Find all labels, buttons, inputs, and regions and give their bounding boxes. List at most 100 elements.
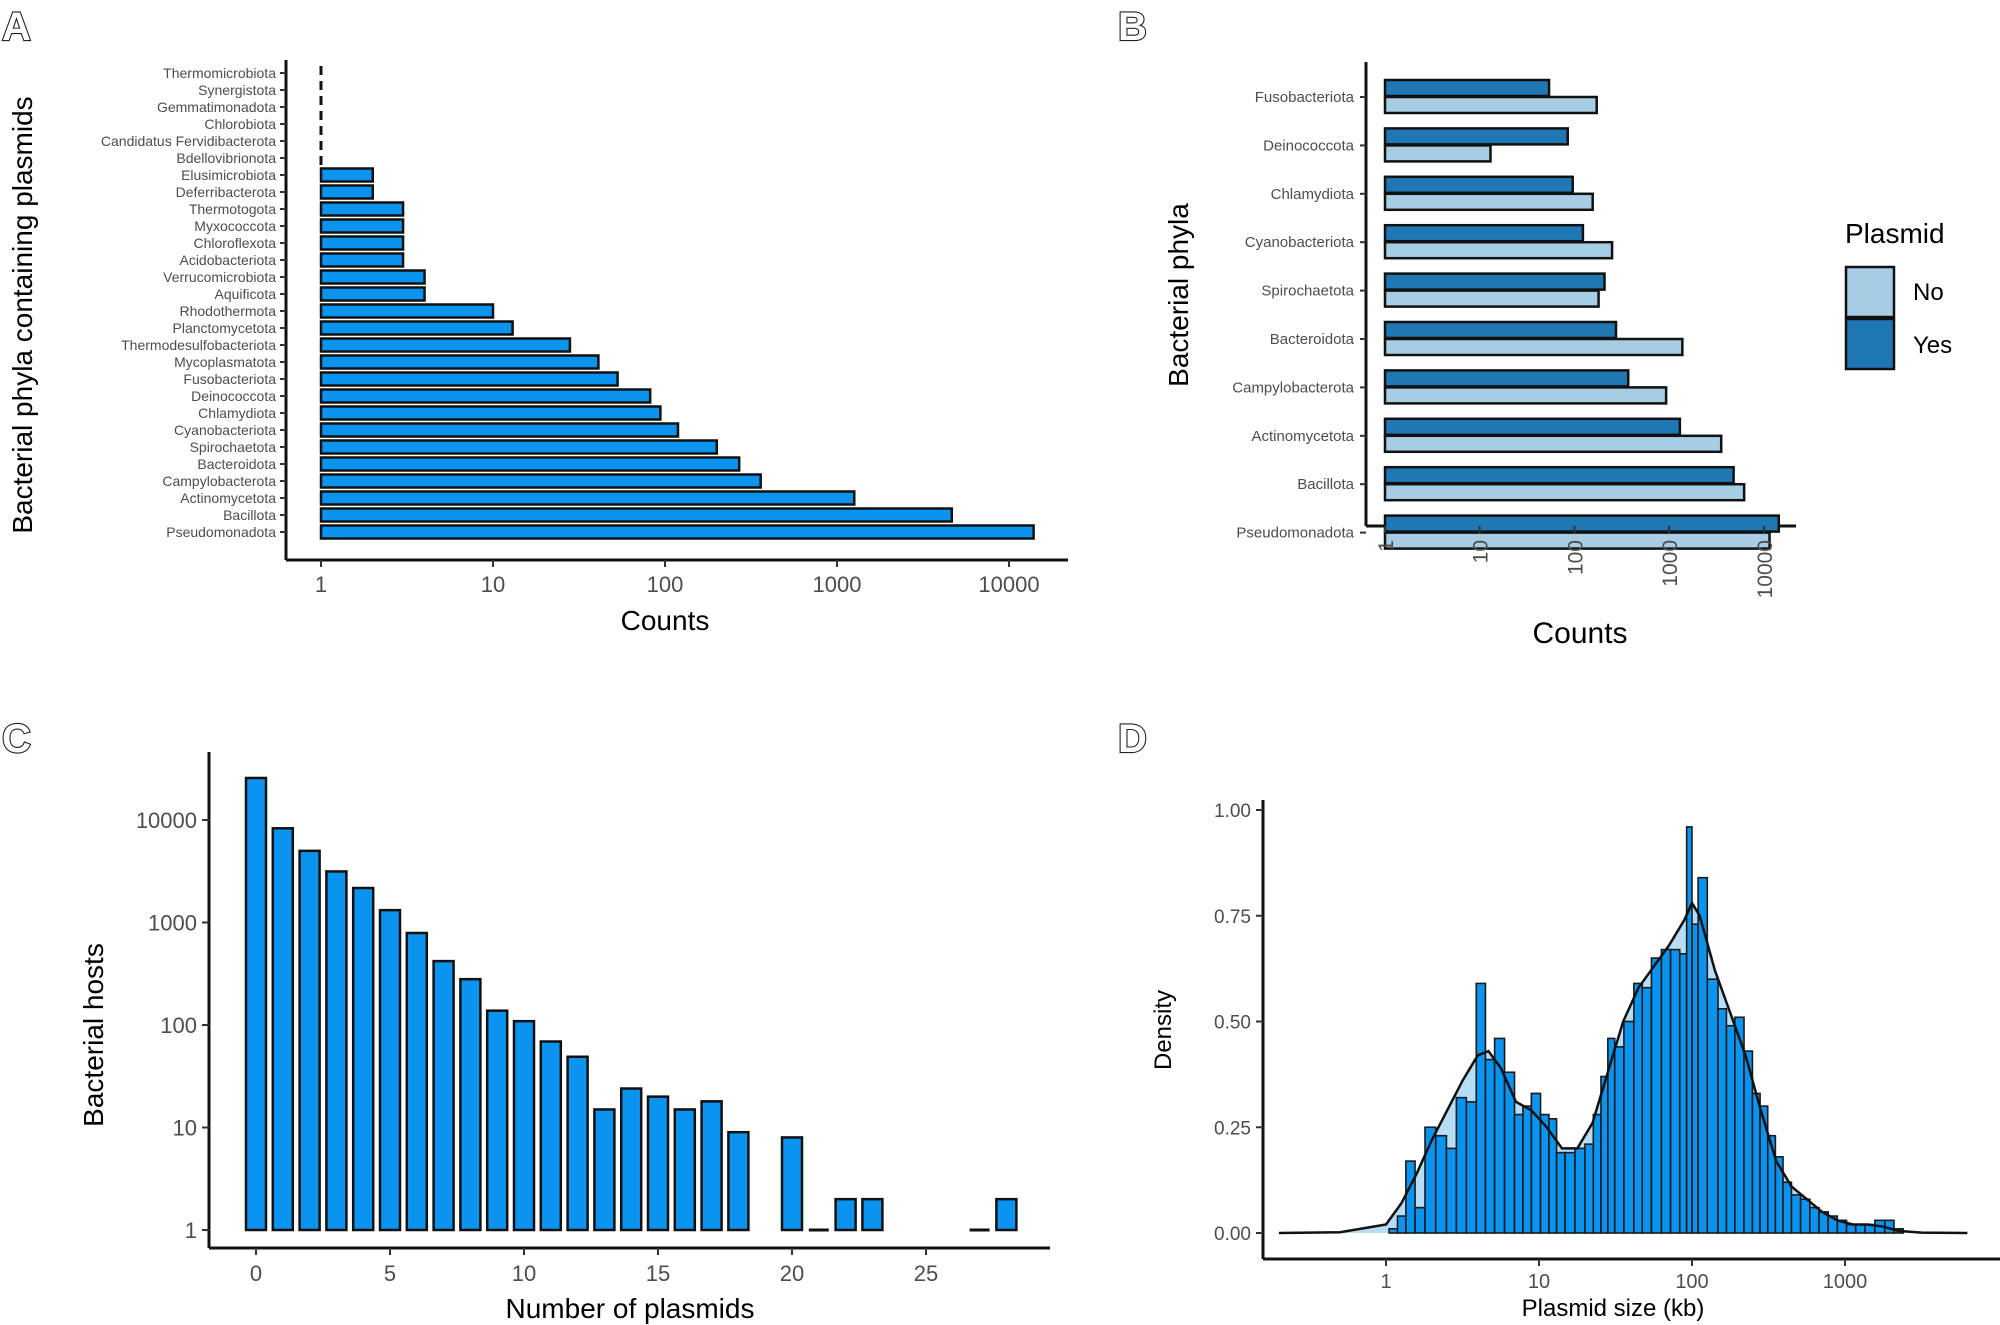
panel-b-category-label: Bacteroidota [1270, 331, 1355, 348]
panel-d-histogram-bar [1725, 1024, 1736, 1234]
panel-a-bar [319, 252, 405, 268]
panel-d-xlabel: Plasmid size (kb) [1522, 1295, 1705, 1322]
legend-title: Plasmid [1845, 218, 1945, 249]
panel-d-histogram-bar [1465, 1101, 1478, 1234]
panel-d-histogram-bar [1475, 982, 1487, 1234]
panel-a-bar [319, 184, 375, 200]
panel-a-bar [319, 405, 662, 421]
panel-b-bar-yes [1383, 369, 1630, 388]
panel-a-bar [319, 422, 680, 438]
panel-a-category-label: Chlamydiota [198, 405, 276, 421]
panel-d-histogram-bar [1633, 982, 1644, 1234]
panel-d-histogram-bar [1539, 1113, 1550, 1234]
panel-d-histogram-bar [1660, 948, 1672, 1234]
panel-d-histogram-bar [1600, 1075, 1609, 1234]
panel-c-bar [566, 1055, 589, 1232]
panel-b-category-label: Actinomycetota [1251, 428, 1354, 445]
panel-a-bar [319, 490, 856, 506]
panel-label-d: D [1118, 717, 1147, 761]
panel-d-histogram-bar [1405, 1160, 1416, 1234]
panel-c-x-tick-label: 5 [384, 1261, 396, 1286]
panel-c-y-tick-label: 10000 [136, 808, 197, 833]
panel-a-xlabel: Counts [621, 605, 710, 636]
panel-b-bar-no [1383, 289, 1600, 308]
panel-d-histogram-bar [1574, 1147, 1586, 1234]
panel-b-x-tick-label: 100 [1564, 540, 1587, 575]
panel-c-bar [405, 931, 429, 1232]
panel-c-ylabel: Bacterial hosts [78, 943, 109, 1127]
panel-d-histogram-bar [1650, 957, 1663, 1234]
panel-d-histogram-bar [1484, 1058, 1496, 1234]
panel-c-bar [459, 977, 482, 1232]
panel-c-bar [995, 1197, 1018, 1232]
panel-a-category-label: Bacillota [223, 507, 276, 523]
panel-a-category-label: Acidobacteriota [179, 252, 276, 268]
panel-a-bar [319, 235, 405, 251]
panel-b-category-label: Campylobacterota [1232, 379, 1354, 396]
panel-a-bar [319, 371, 619, 387]
panel-d-histogram-bar [1434, 1134, 1448, 1234]
panel-c-bar [700, 1100, 723, 1232]
panel-d-x-tick-label: 100 [1675, 1271, 1708, 1293]
panel-b-bar-yes [1383, 127, 1569, 146]
panel-b-category-label: Fusobacteriota [1255, 89, 1355, 106]
panel-c-x-tick-label: 15 [646, 1261, 670, 1286]
panel-a-category-label: Fusobacteriota [183, 371, 276, 387]
panel-d-histogram-bar [1717, 1008, 1728, 1234]
panel-a-bar [319, 201, 405, 217]
panel-a-category-label: Deinococcota [191, 388, 276, 404]
panel-a-x-tick-label: 100 [647, 572, 684, 597]
panel-c-bar [834, 1197, 857, 1232]
panel-b-xlabel: Counts [1532, 617, 1627, 650]
panel-a-category-label: Myxococcota [194, 218, 276, 234]
panel-b-bar-yes [1383, 320, 1618, 340]
panel-b-bar-no [1383, 192, 1594, 212]
panel-c-bar [432, 959, 455, 1232]
panel-d-ylabel: Density [1150, 990, 1177, 1070]
panel-b-category-label: Pseudomonadota [1236, 525, 1354, 542]
panel-a-bar [319, 524, 1035, 540]
panel-a-category-label: Aquificota [215, 286, 277, 302]
panel-a-category-label: Thermodesulfobacteriota [121, 337, 276, 353]
panel-b-category-label: Deinococcota [1263, 137, 1355, 154]
panel-d-histogram-bar [1691, 923, 1699, 1234]
panel-d-histogram-bar [1854, 1223, 1866, 1234]
panel-c-x-tick-label: 0 [250, 1261, 262, 1286]
panel-b-category-label: Bacillota [1297, 476, 1354, 493]
panel-label-a: A [2, 5, 31, 49]
panel-a-bar [319, 269, 426, 285]
panel-a-bar [319, 303, 495, 319]
panel-label-c: C [2, 717, 31, 761]
panel-a-category-label: Candidatus Fervidibacterota [101, 133, 276, 149]
panel-a-x-tick-label: 1 [315, 572, 327, 597]
panel-c-y-tick-label: 1 [185, 1218, 197, 1243]
panel-d-histogram-bar [1613, 1046, 1625, 1234]
panel-b-x-tick-label: 10000 [1754, 540, 1777, 598]
panel-c-bar [485, 1009, 509, 1232]
panel-d-histogram-bar [1782, 1181, 1793, 1234]
panel-c-x-tick-label: 10 [512, 1261, 536, 1286]
panel-a-bar [319, 167, 375, 183]
panel-a-ylabel: Bacterial phyla containing plasmids [7, 96, 38, 533]
panel-a-category-label: Rhodothermota [179, 303, 276, 319]
panel-c-bar [593, 1108, 616, 1232]
panel-b-ylabel: Bacterial phyla [1163, 203, 1194, 387]
panel-b-bar-yes [1383, 272, 1606, 291]
panel-b-bar-yes [1383, 223, 1585, 243]
panel-d-y-tick-label: 0.50 [1214, 1013, 1251, 1034]
panel-a-category-label: Actinomycetota [180, 490, 276, 506]
panel-a-plot: ThermomicrobiotaSynergistotaGemmatimonad… [101, 60, 1068, 597]
panel-c-bar [673, 1108, 697, 1232]
panel-b-bar-no [1383, 531, 1771, 550]
panel-b-x-tick-label: 10 [1470, 540, 1493, 563]
panel-c-y-tick-label: 10 [173, 1116, 197, 1141]
panel-label-b: B [1118, 5, 1147, 49]
panel-d-histogram-bar [1809, 1206, 1820, 1234]
panel-d-x-tick-label: 10 [1528, 1271, 1550, 1293]
panel-a-category-label: Campylobacterota [162, 473, 276, 489]
panel-b-plot: Fusobacteriota Deinococcota Chlamydiota Cya… [1232, 62, 1796, 598]
panel-a-bar [319, 439, 719, 455]
legend-label-yes: Yes [1913, 332, 1952, 359]
